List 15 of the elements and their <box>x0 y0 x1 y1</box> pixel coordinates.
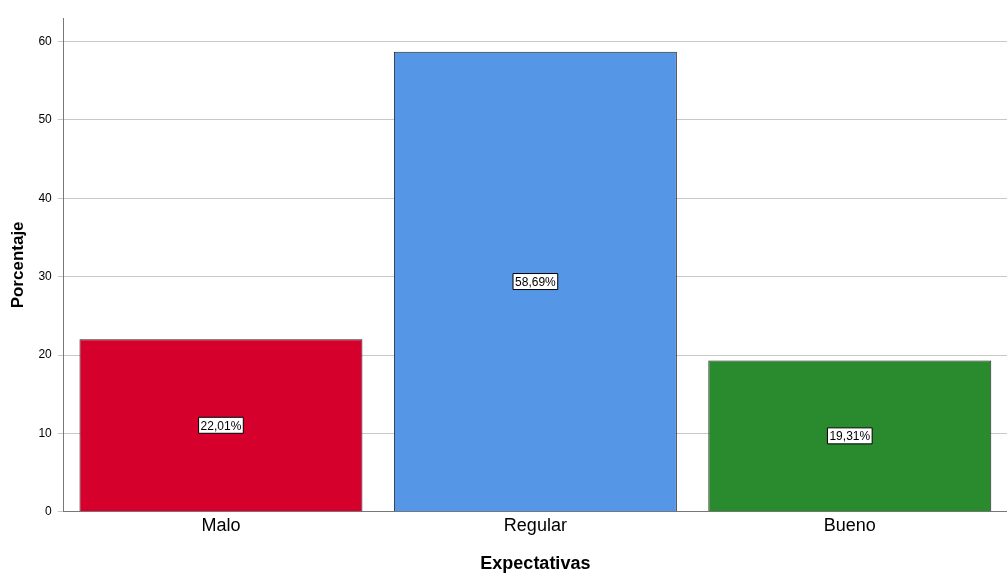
data-label: 22,01% <box>200 418 242 433</box>
x-tick-label: Malo <box>201 514 241 535</box>
y-axis-title: Porcentaje <box>7 221 27 309</box>
data-label: 19,31% <box>829 429 871 444</box>
y-tick-label: 10 <box>38 425 53 440</box>
y-tick-label: 40 <box>38 190 53 205</box>
y-tick-label: 60 <box>38 33 53 48</box>
x-tick-label: Bueno <box>823 514 876 535</box>
y-tick-label: 20 <box>38 347 53 362</box>
x-axis-title: Expectativas <box>480 553 591 574</box>
x-tick-label: Regular <box>503 514 567 535</box>
y-tick-label: 50 <box>38 112 53 127</box>
y-tick-label: 30 <box>38 268 53 283</box>
y-tick-label: 0 <box>45 504 53 519</box>
data-label: 58,69% <box>515 274 557 289</box>
